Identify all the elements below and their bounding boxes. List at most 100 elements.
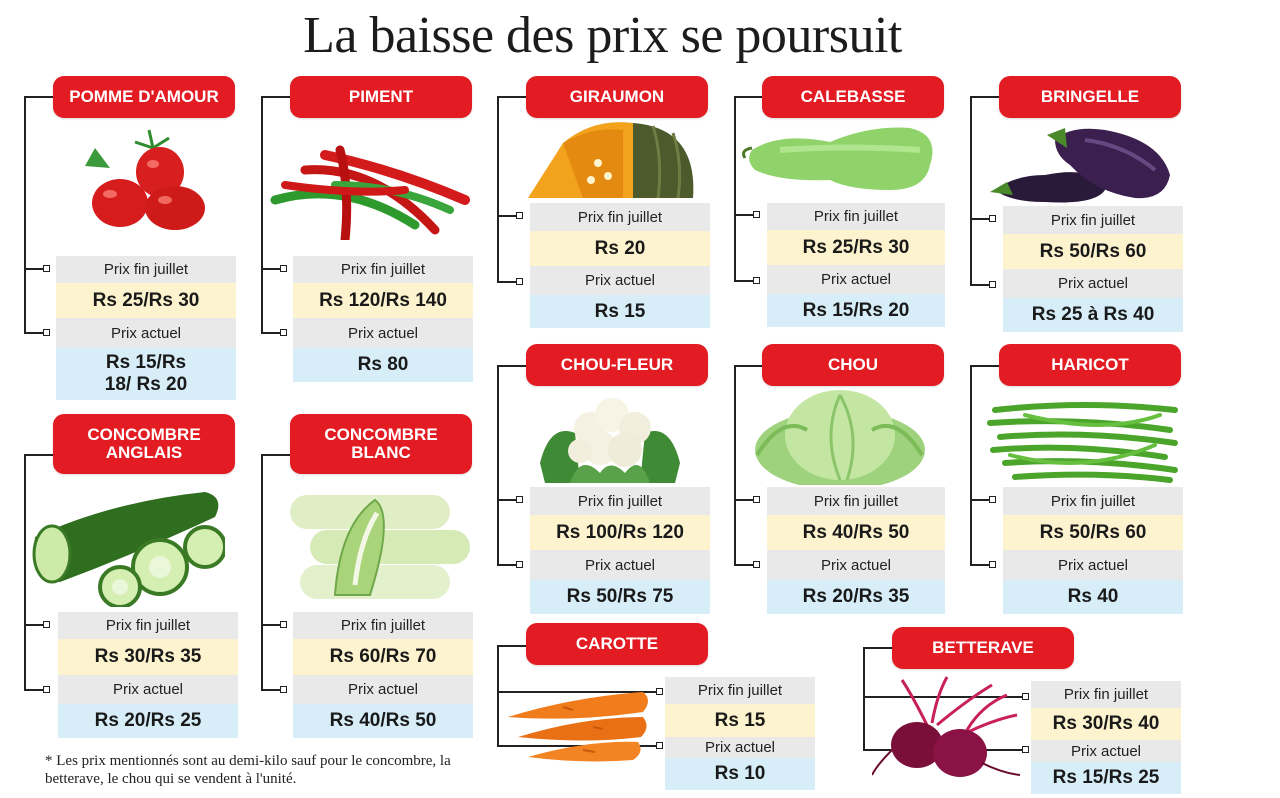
bracket-line [497,366,499,565]
connector-node [753,211,760,218]
price-fin-juillet: Rs 15 [665,704,815,737]
connector-node [753,496,760,503]
label-prix-fin-juillet: Prix fin juillet [767,203,945,230]
bracket-line [734,564,754,566]
price-fin-juillet: Rs 40/Rs 50 [767,515,945,550]
label-prix-fin-juillet: Prix fin juillet [56,256,236,283]
price-actuel: Rs 20/Rs 35 [767,580,945,614]
vegetable-name: BETTERAVE [892,627,1074,669]
chili-icon [270,145,470,240]
bracket-line [24,97,26,333]
connector-node [1022,746,1029,753]
pumpkin-icon [528,122,694,198]
connector-node [516,278,523,285]
label-prix-fin-juillet: Prix fin juillet [1031,681,1181,708]
cabbage-icon [755,390,925,485]
label-prix-actuel: Prix actuel [58,675,238,704]
connector-node [753,277,760,284]
beetroot-icon [872,676,1021,777]
bracket-line [497,745,657,747]
price-fin-juillet: Rs 20 [530,231,710,266]
label-prix-actuel: Prix actuel [767,550,945,580]
bracket-line [970,499,990,501]
connector-node [989,215,996,222]
bracket-line [863,648,865,750]
bracket-line [970,284,990,286]
connector-node [516,561,523,568]
label-prix-actuel: Prix actuel [56,318,236,348]
connector-node [280,686,287,693]
label-prix-fin-juillet: Prix fin juillet [58,612,238,639]
connector-node [753,561,760,568]
bracket-line [734,96,764,98]
label-prix-fin-juillet: Prix fin juillet [293,612,473,639]
vegetable-name: CHOU [762,344,944,386]
price-actuel: Rs 20/Rs 25 [58,704,238,738]
connector-node [43,265,50,272]
connector-node [989,281,996,288]
bracket-line [497,499,517,501]
bracket-line [24,332,44,334]
connector-node [280,621,287,628]
bracket-line [970,564,990,566]
bracket-line [734,365,764,367]
footnote: * Les prix mentionnés sont au demi-kilo … [45,753,451,787]
price-fin-juillet: Rs 30/Rs 35 [58,639,238,675]
page-title: La baisse des prix se poursuit [303,7,902,64]
price-fin-juillet: Rs 50/Rs 60 [1003,234,1183,269]
bracket-line [970,96,1000,98]
bracket-line [261,268,281,270]
vegetable-name: CALEBASSE [762,76,944,118]
label-prix-actuel: Prix actuel [293,318,473,348]
bracket-line [261,332,281,334]
label-prix-fin-juillet: Prix fin juillet [1003,487,1183,515]
label-prix-actuel: Prix actuel [767,265,945,294]
bracket-line [497,96,527,98]
bracket-line [24,268,44,270]
vegetable-name: CHOU-FLEUR [526,344,708,386]
bracket-line [261,96,291,98]
cucumber-icon [32,492,225,607]
connector-node [43,686,50,693]
price-fin-juillet: Rs 25/Rs 30 [56,283,236,318]
bracket-line [497,97,499,282]
vegetable-name: CONCOMBRE ANGLAIS [53,414,235,474]
connector-node [656,742,663,749]
eggplant-icon [990,128,1170,203]
connector-node [43,329,50,336]
price-actuel: Rs 40 [1003,580,1183,614]
connector-node [516,212,523,219]
connector-node [280,265,287,272]
gourd-icon [742,127,933,190]
tomato-icon [85,129,205,230]
bracket-line [734,366,736,565]
connector-node [280,329,287,336]
connector-node [989,496,996,503]
bracket-line [863,696,1023,698]
vegetable-name: GIRAUMON [526,76,708,118]
bracket-line [497,215,517,217]
vegetable-name: POMME D'AMOUR [53,76,235,118]
connector-node [656,688,663,695]
bracket-line [497,365,527,367]
bracket-line [24,455,26,690]
price-fin-juillet: Rs 60/Rs 70 [293,639,473,675]
bracket-line [734,280,754,282]
connector-node [989,561,996,568]
bracket-line [970,97,972,285]
label-prix-actuel: Prix actuel [530,550,710,580]
label-prix-fin-juillet: Prix fin juillet [530,203,710,231]
bracket-line [24,689,44,691]
price-actuel: Rs 80 [293,348,473,382]
price-actuel: Rs 25 à Rs 40 [1003,298,1183,332]
label-prix-actuel: Prix actuel [1031,740,1181,762]
bracket-line [863,647,893,649]
label-prix-fin-juillet: Prix fin juillet [1003,206,1183,234]
bracket-line [261,624,281,626]
bracket-line [734,499,754,501]
white-cucumber-icon [290,495,470,599]
bracket-line [734,97,736,281]
price-fin-juillet: Rs 50/Rs 60 [1003,515,1183,550]
bracket-line [734,214,754,216]
label-prix-fin-juillet: Prix fin juillet [767,487,945,515]
